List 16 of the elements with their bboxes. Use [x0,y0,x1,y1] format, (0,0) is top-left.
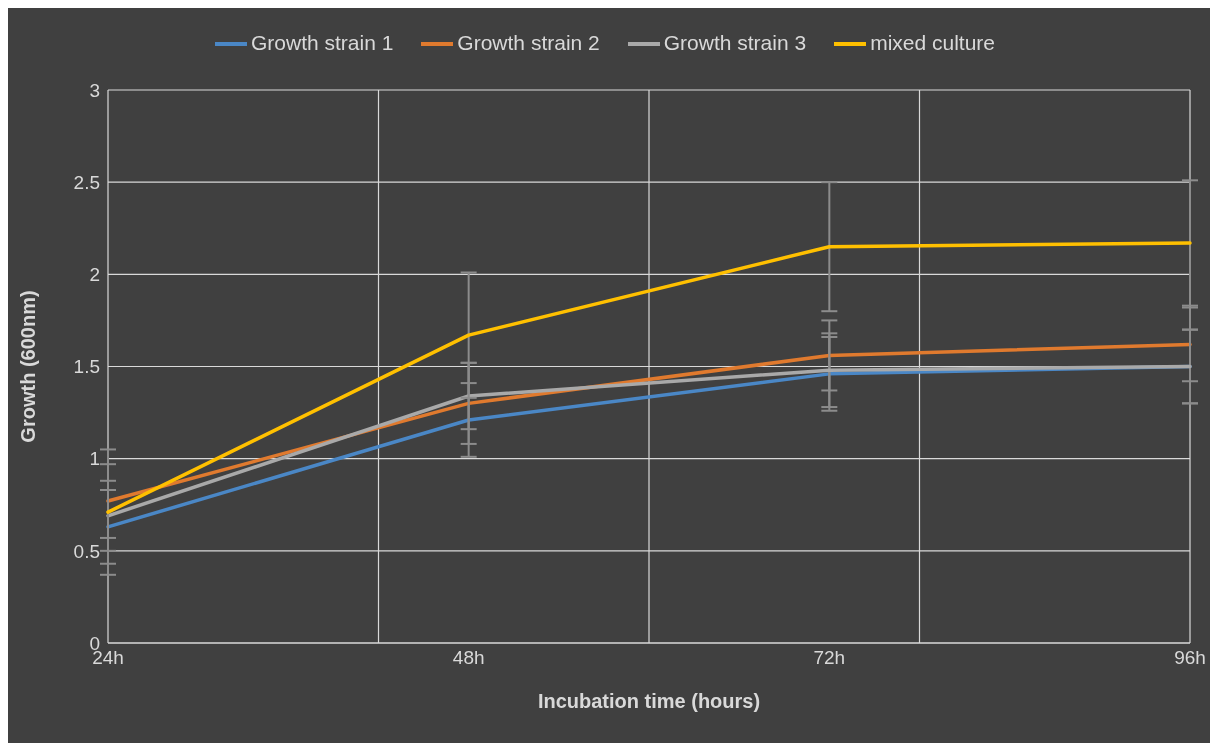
y-tick-label: 1 [89,448,100,470]
y-axis-title: Growth (600nm) [17,290,40,443]
line-series [106,241,1192,514]
y-tick-label: 2 [89,264,100,286]
x-tick-label: 72h [813,647,846,669]
x-tick-label: 96h [1174,647,1206,669]
legend-label: Growth strain 2 [457,30,600,54]
x-axis-title: Incubation time (hours) [537,690,761,712]
legend-label: mixed culture [870,30,996,54]
y-tick-label: 1.5 [73,356,100,378]
y-tick-label: 0.5 [73,540,100,562]
y-tick-label: 3 [89,79,100,101]
legend-label: Growth strain 1 [250,30,394,54]
y-tick-label: 2.5 [73,171,100,193]
legend-label: Growth strain 3 [663,30,807,54]
x-tick-label: 48h [452,647,485,669]
